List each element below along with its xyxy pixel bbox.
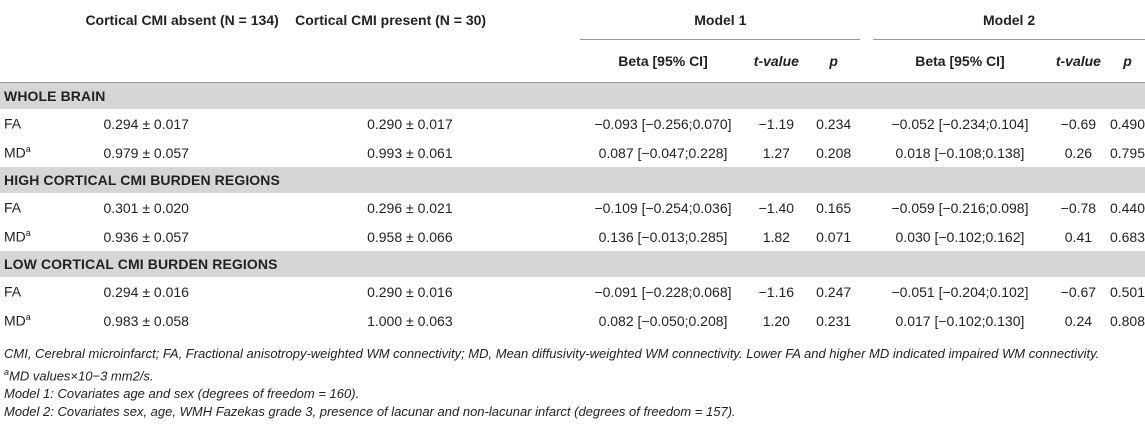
header-p-model1: p bbox=[829, 53, 838, 69]
footnote-abbreviations: CMI, Cerebral microinfarct; FA, Fraction… bbox=[4, 346, 1100, 361]
cell-p-model2: 0.440 bbox=[1109, 199, 1145, 216]
cell-p-model1: 0.231 bbox=[816, 312, 852, 329]
cell-t-model2: −0.78 bbox=[1060, 199, 1097, 216]
cell-p-model2: 0.501 bbox=[1109, 283, 1145, 300]
cell-beta-model2: 0.018 [−0.108;0.138] bbox=[895, 144, 1025, 161]
cell-t-model1: −1.16 bbox=[758, 283, 795, 300]
cell-present: 0.993 ± 0.061 bbox=[367, 144, 453, 161]
cell-beta-model2: −0.051 [−0.204;0.102] bbox=[891, 283, 1029, 300]
cell-beta-model1: 0.087 [−0.047;0.228] bbox=[598, 144, 728, 161]
cell-beta-model1: −0.093 [−0.256;0.070] bbox=[594, 115, 732, 132]
cell-beta-model2: −0.059 [−0.216;0.098] bbox=[891, 199, 1029, 216]
cell-t-model1: 1.27 bbox=[762, 144, 790, 161]
cell-p-model1: 0.208 bbox=[816, 144, 852, 161]
cell-t-model1: 1.20 bbox=[762, 312, 790, 329]
cell-present: 1.000 ± 0.063 bbox=[367, 312, 453, 329]
footnote-model1: Model 1: Covariates age and sex (degrees… bbox=[4, 386, 360, 402]
cell-present: 0.290 ± 0.017 bbox=[367, 115, 453, 132]
cell-t-model1: 1.82 bbox=[762, 228, 790, 245]
table-row: FA 0.294 ± 0.017 0.290 ± 0.017 −0.093 [−… bbox=[0, 109, 1145, 138]
cell-beta-model1: 0.136 [−0.013;0.285] bbox=[598, 228, 728, 245]
cell-p-model2: 0.795 bbox=[1109, 144, 1145, 161]
section-title: HIGH CORTICAL CMI BURDEN REGIONS bbox=[0, 167, 1145, 193]
header-row-2: Beta [95% CI] t-value p Beta [95% CI] t-… bbox=[0, 40, 1145, 83]
header-row-1: Cortical CMI absent (N = 134) Cortical C… bbox=[0, 0, 1145, 40]
table-row: FA 0.294 ± 0.016 0.290 ± 0.016 −0.091 [−… bbox=[0, 277, 1145, 306]
cell-beta-model2: 0.030 [−0.102;0.162] bbox=[895, 228, 1025, 245]
cell-absent: 0.983 ± 0.058 bbox=[103, 312, 189, 329]
header-present: Cortical CMI present (N = 30) bbox=[295, 11, 487, 28]
header-t-model2: t-value bbox=[1055, 53, 1101, 69]
section-header: WHOLE BRAIN bbox=[0, 82, 1145, 109]
cell-p-model2: 0.490 bbox=[1109, 115, 1145, 132]
cell-t-model1: −1.40 bbox=[758, 199, 795, 216]
results-table: Cortical CMI absent (N = 134) Cortical C… bbox=[0, 0, 1145, 335]
cell-p-model1: 0.165 bbox=[816, 199, 852, 216]
section-title: WHOLE BRAIN bbox=[0, 82, 1145, 109]
table-row: FA 0.301 ± 0.020 0.296 ± 0.021 −0.109 [−… bbox=[0, 193, 1145, 222]
cell-beta-model2: −0.052 [−0.234;0.104] bbox=[891, 115, 1029, 132]
table-row: MDa 0.979 ± 0.057 0.993 ± 0.061 0.087 [−… bbox=[0, 138, 1145, 167]
header-p-model2: p bbox=[1123, 53, 1132, 69]
row-label: FA bbox=[4, 199, 22, 216]
row-label: FA bbox=[4, 283, 22, 300]
cell-beta-model2: 0.017 [−0.102;0.130] bbox=[895, 312, 1025, 329]
cell-absent: 0.294 ± 0.017 bbox=[103, 115, 189, 132]
cell-t-model2: 0.41 bbox=[1064, 228, 1093, 245]
cell-p-model1: 0.234 bbox=[816, 115, 852, 132]
cell-t-model2: 0.24 bbox=[1064, 312, 1093, 329]
cell-p-model1: 0.071 bbox=[816, 228, 852, 245]
table-row: MDa 0.983 ± 0.058 1.000 ± 0.063 0.082 [−… bbox=[0, 306, 1145, 335]
cell-p-model1: 0.247 bbox=[816, 283, 852, 300]
header-beta-model1: Beta [95% CI] bbox=[618, 53, 708, 69]
cell-absent: 0.301 ± 0.020 bbox=[103, 199, 189, 216]
cell-beta-model1: 0.082 [−0.050;0.208] bbox=[598, 312, 728, 329]
footnote-model2: Model 2: Covariates sex, age, WMH Fazeka… bbox=[4, 404, 736, 420]
cell-absent: 0.979 ± 0.057 bbox=[103, 144, 189, 161]
cell-t-model2: −0.67 bbox=[1060, 283, 1097, 300]
cell-present: 0.958 ± 0.066 bbox=[367, 228, 453, 245]
cell-t-model2: 0.26 bbox=[1064, 144, 1093, 161]
cell-absent: 0.294 ± 0.016 bbox=[103, 283, 189, 300]
row-label: MD bbox=[4, 228, 26, 245]
header-model2: Model 2 bbox=[873, 0, 1145, 40]
cell-present: 0.296 ± 0.021 bbox=[367, 199, 453, 216]
cell-p-model2: 0.808 bbox=[1109, 312, 1145, 329]
section-title: LOW CORTICAL CMI BURDEN REGIONS bbox=[0, 251, 1145, 277]
section-header: LOW CORTICAL CMI BURDEN REGIONS bbox=[0, 251, 1145, 277]
cell-present: 0.290 ± 0.016 bbox=[367, 283, 453, 300]
cell-t-model2: −0.69 bbox=[1060, 115, 1097, 132]
header-beta-model2: Beta [95% CI] bbox=[915, 53, 1005, 69]
cell-p-model2: 0.683 bbox=[1109, 228, 1145, 245]
cell-beta-model1: −0.091 [−0.228;0.068] bbox=[594, 283, 732, 300]
footnote-md-units: aMD values×10−3 mm2/s. bbox=[4, 367, 154, 384]
row-label: MD bbox=[4, 144, 26, 161]
cell-absent: 0.936 ± 0.057 bbox=[103, 228, 189, 245]
table-row: MDa 0.936 ± 0.057 0.958 ± 0.066 0.136 [−… bbox=[0, 222, 1145, 251]
header-absent: Cortical CMI absent (N = 134) bbox=[85, 11, 279, 28]
cell-beta-model1: −0.109 [−0.254;0.036] bbox=[594, 199, 732, 216]
table-footnotes: CMI, Cerebral microinfarct; FA, Fraction… bbox=[4, 345, 1140, 421]
header-t-model1: t-value bbox=[753, 53, 799, 69]
section-header: HIGH CORTICAL CMI BURDEN REGIONS bbox=[0, 167, 1145, 193]
header-model1: Model 1 bbox=[580, 0, 861, 40]
row-label: MD bbox=[4, 312, 26, 329]
row-label: FA bbox=[4, 115, 22, 132]
cell-t-model1: −1.19 bbox=[758, 115, 795, 132]
